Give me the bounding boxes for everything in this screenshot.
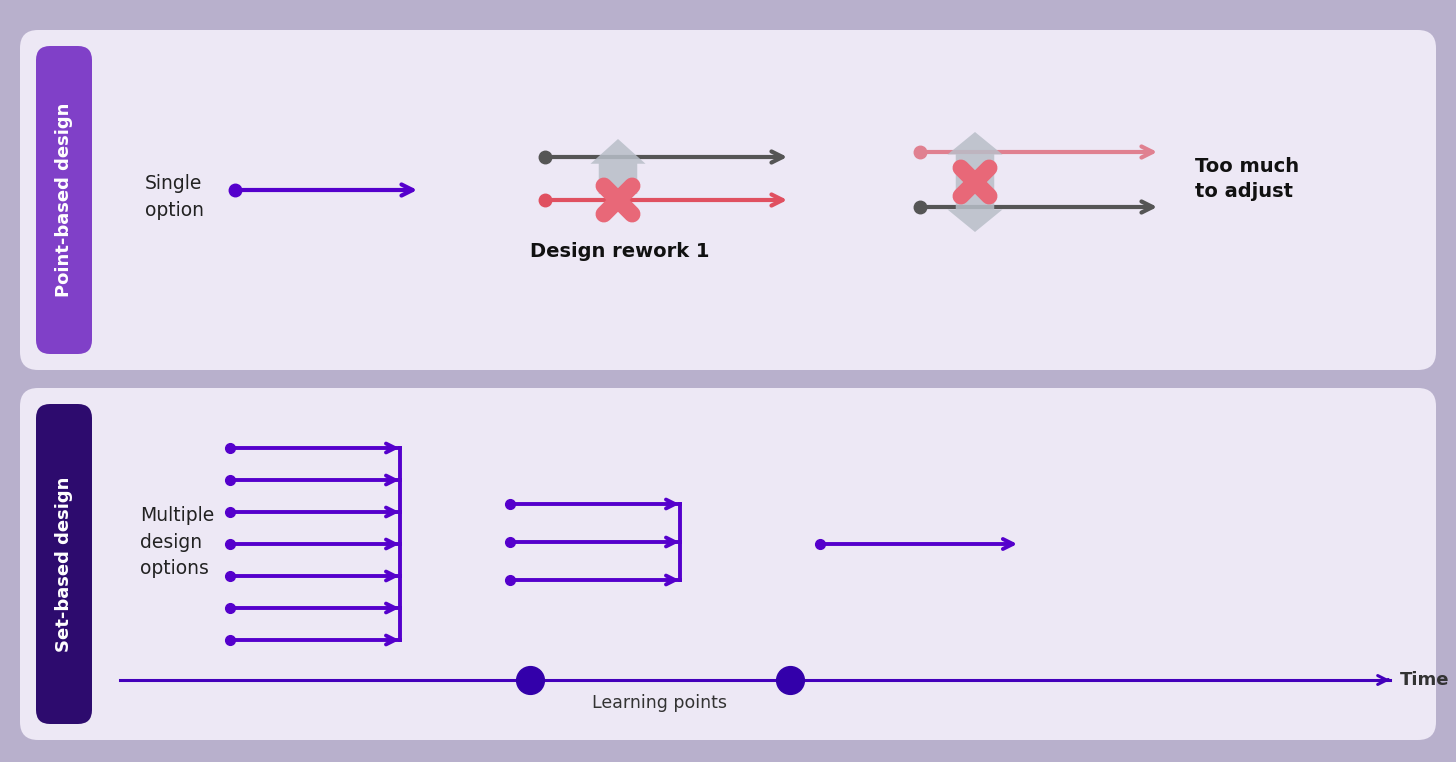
Text: Learning points: Learning points bbox=[593, 694, 728, 712]
Polygon shape bbox=[948, 132, 1003, 182]
Text: Set-based design: Set-based design bbox=[55, 476, 73, 652]
FancyBboxPatch shape bbox=[20, 30, 1436, 370]
Text: Point-based design: Point-based design bbox=[55, 103, 73, 297]
Text: Single
option: Single option bbox=[146, 174, 204, 219]
Polygon shape bbox=[948, 182, 1003, 232]
FancyBboxPatch shape bbox=[20, 388, 1436, 740]
FancyBboxPatch shape bbox=[36, 46, 92, 354]
Text: Design rework 1: Design rework 1 bbox=[530, 242, 709, 261]
Polygon shape bbox=[591, 139, 645, 194]
Text: Multiple
design
options: Multiple design options bbox=[140, 506, 214, 578]
Text: Time: Time bbox=[1401, 671, 1450, 689]
Text: Too much
to adjust: Too much to adjust bbox=[1195, 157, 1299, 201]
FancyBboxPatch shape bbox=[36, 404, 92, 724]
